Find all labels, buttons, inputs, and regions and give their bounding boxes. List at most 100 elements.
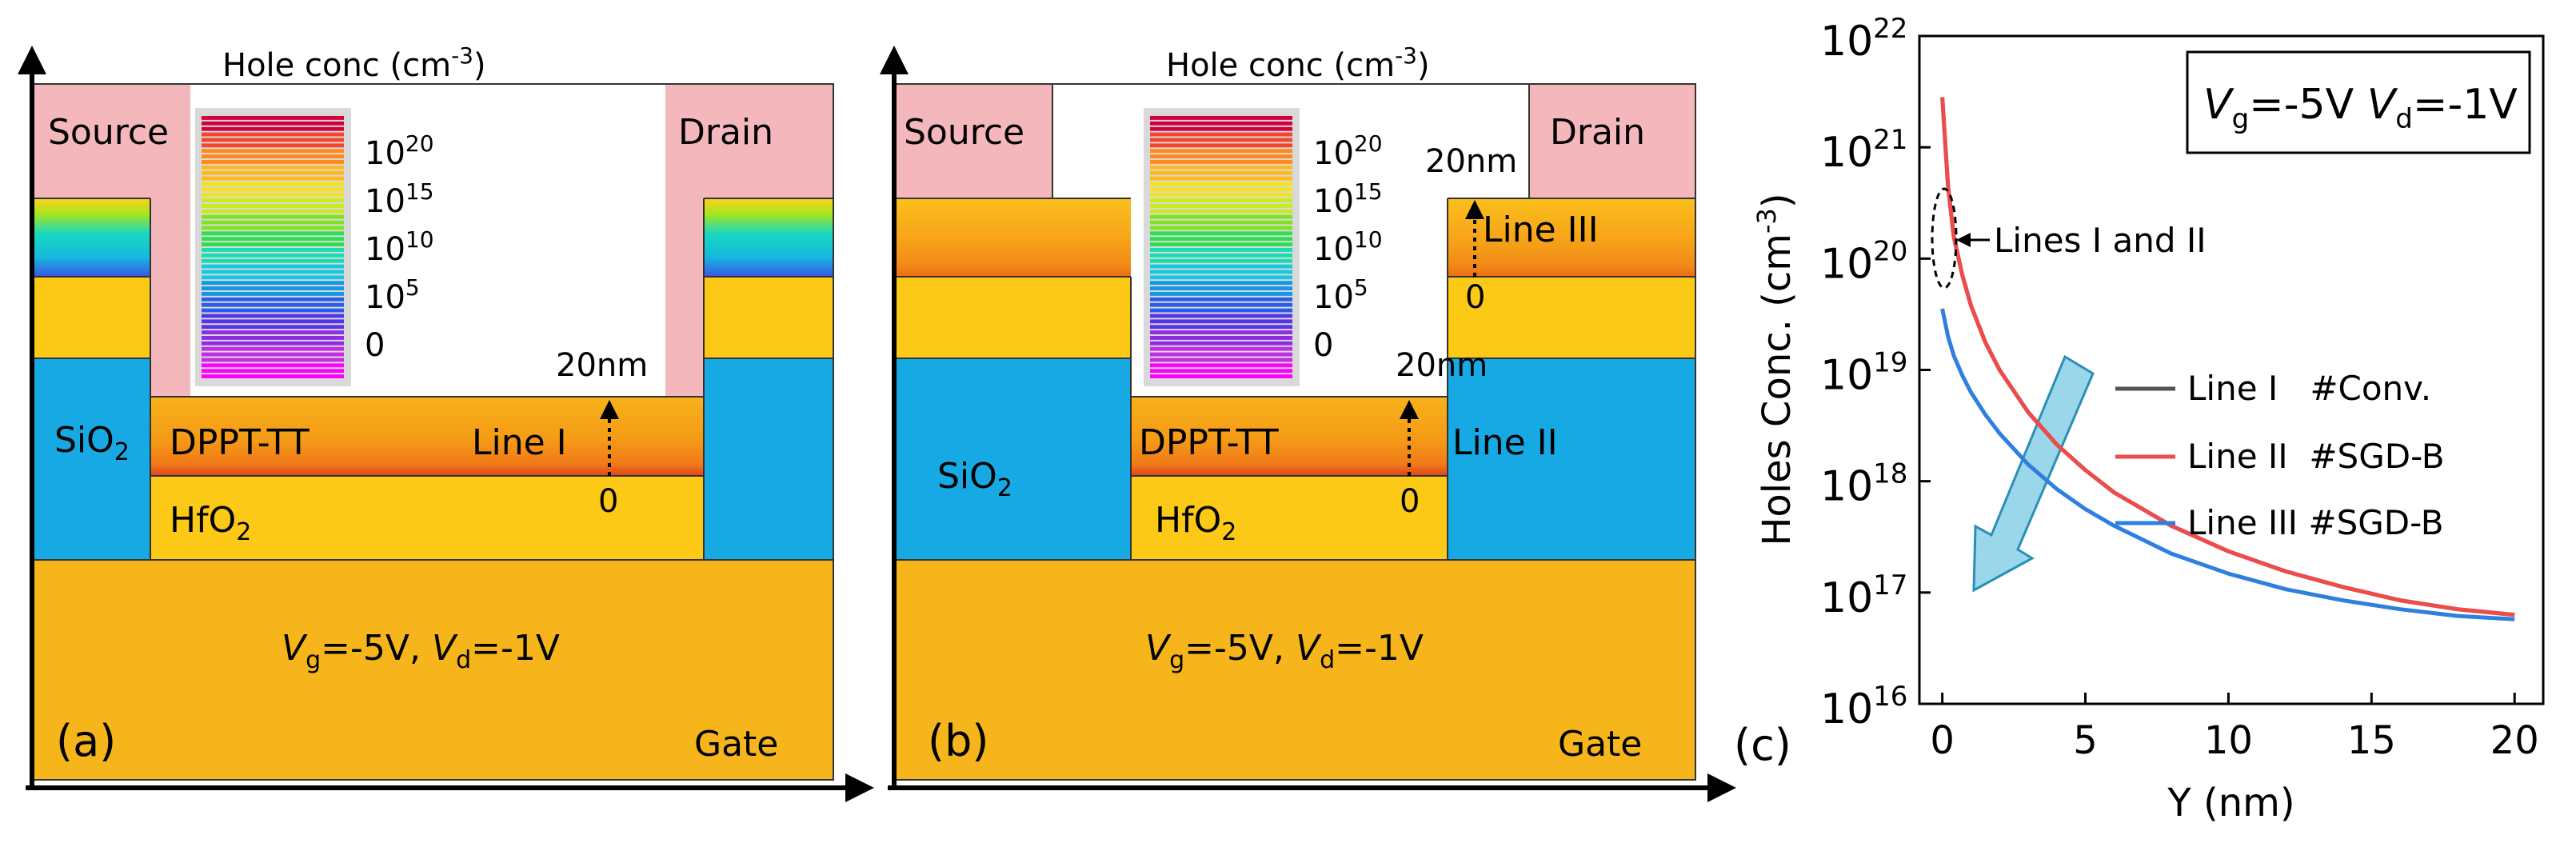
colorbar-a-stripe: [202, 226, 344, 230]
colorbar-a-stripe: [202, 204, 344, 208]
colorbar-b-stripe: [1150, 182, 1292, 186]
stack-left-upper-b: [894, 198, 1131, 277]
line-i-top: 20nm: [556, 347, 648, 384]
colorbar-b-stripe: [1150, 121, 1292, 126]
colorbar-b-stripe: [1150, 374, 1292, 378]
hfo2-label: HfO2: [170, 500, 251, 546]
colorbar-b-stripe: [1150, 253, 1292, 258]
line-iii-label: Line III: [1483, 210, 1599, 250]
colorbar-a-stripe: [202, 121, 344, 126]
colorbar-a-stripe: [202, 258, 344, 263]
colorbar-a-stripe: [202, 346, 344, 351]
colorbar-b-stripe: [1150, 220, 1292, 225]
colorbar-b-stripe: [1150, 132, 1292, 137]
sio2-label-b: SiO2: [937, 456, 1012, 502]
colorbar-a: Hole conc (cm-3) 1020 1015 1010 105 0: [195, 42, 486, 386]
colorbar-b-stripe: [1150, 176, 1292, 181]
x-tick-label: 0: [1930, 718, 1955, 763]
line-ii-top: 20nm: [1396, 347, 1488, 384]
colorbar-a-stripe: [202, 302, 344, 307]
colorbar-b-tick-label: 105: [1313, 274, 1368, 316]
colorbar-b-stripe: [1150, 242, 1292, 246]
y-tick-label: 1021: [1820, 124, 1907, 177]
colorbar-b-stripe: [1150, 281, 1292, 286]
panel-c: 0 5 10 15 20 1022 1021 1020 1019 1018 1017 1016 Lin…: [1734, 13, 2545, 825]
colorbar-a-stripe: [202, 198, 344, 202]
colorbar-b-stripe: [1150, 248, 1292, 252]
colorbar-a-stripe: [202, 126, 344, 131]
sio2-right-b: [1448, 358, 1695, 560]
colorbar-a-stripe: [202, 149, 344, 154]
colorbar-a-stripe: [202, 319, 344, 324]
colorbar-b-stripe: [1150, 330, 1292, 334]
trend-arrow: [1972, 354, 2095, 593]
stack-left-lower: [32, 277, 150, 358]
stack-right-upper-b: [1448, 198, 1695, 277]
colorbar-a-stripe: [202, 209, 344, 214]
colorbar-b-tick-label: 0: [1313, 327, 1333, 364]
colorbar-b-stripe: [1150, 264, 1292, 269]
colorbar-a-stripe: [202, 160, 344, 164]
gate-label: Gate: [694, 724, 778, 765]
colorbar-b-stripe: [1150, 170, 1292, 175]
colorbar-a-stripe: [202, 176, 344, 181]
colorbar-b-stripe: [1150, 209, 1292, 214]
line-ii-label: Line II: [1452, 422, 1558, 463]
colorbar-a-stripe: [202, 143, 344, 148]
stack-left-lower-b: [894, 277, 1131, 358]
colorbar-b-stripe: [1150, 187, 1292, 192]
colorbar-b-stripe: [1150, 214, 1292, 219]
colorbar-a-stripe: [202, 270, 344, 274]
sio2-label: SiO2: [54, 420, 130, 466]
y-tick-label: 1019: [1820, 347, 1907, 400]
colorbar-b-stripe: [1150, 154, 1292, 158]
colorbar-b-stripe: [1150, 237, 1292, 242]
gate-layer: [32, 560, 833, 780]
condition-box: [2186, 50, 2531, 154]
series-line-3: [1940, 308, 2515, 621]
colorbar-a-stripe: [202, 275, 344, 280]
drain-electrode: [665, 84, 833, 397]
colorbar-a-stripe: [202, 325, 344, 330]
colorbar-b-stripe: [1150, 270, 1292, 274]
colorbar-b-stripe: [1150, 308, 1292, 313]
colorbar-a-stripe: [202, 214, 344, 219]
colorbar-a-stripe: [202, 182, 344, 186]
dppt-label-b: DPPT-TT: [1139, 422, 1279, 463]
colorbar-a-stripe: [202, 132, 344, 137]
x-axis-label: Y (nm): [2167, 781, 2294, 825]
colorbar-b-stripe: [1150, 363, 1292, 368]
dppt-channel-b: [1131, 397, 1448, 476]
colorbar-a-tick-label: 105: [365, 274, 420, 316]
colorbar-b-stripe: [1150, 325, 1292, 330]
colorbar-b-tick-label: 1010: [1313, 226, 1383, 268]
panel-b: Source Drain DPPT-TT SiO2 HfO2 Line II L…: [880, 42, 1736, 802]
legend-label: Line II #SGD-B: [2187, 437, 2445, 476]
sio2-left: [32, 358, 150, 560]
colorbar-b-stripe: [1150, 319, 1292, 324]
colorbar-a-stripe: [202, 308, 344, 313]
stack-right-upper: [704, 198, 833, 277]
colorbar-a-stripe: [202, 248, 344, 252]
colorbar-a-stripe: [202, 352, 344, 357]
colorbar-b-stripe: [1150, 258, 1292, 263]
sio2-right: [704, 358, 833, 560]
panel-c-label: (c): [1734, 720, 1791, 770]
colorbar-a-stripe: [202, 237, 344, 242]
panel-a-label: (a): [56, 716, 116, 766]
y-axis-label: Holes Conc. (cm-3): [1751, 193, 1799, 545]
colorbar-b-stripe: [1150, 126, 1292, 131]
colorbar-b-stripe: [1150, 341, 1292, 346]
colorbar-a-stripe: [202, 242, 344, 246]
colorbar-b-stripe: [1150, 149, 1292, 154]
colorbar-a-stripe: [202, 297, 344, 302]
colorbar-a-tick-label: 1010: [365, 226, 434, 268]
x-tick-label: 20: [2490, 718, 2539, 763]
panel-b-label: (b): [928, 716, 988, 766]
gate-label-b: Gate: [1558, 724, 1642, 765]
colorbar-a-stripe: [202, 193, 344, 198]
drain-label: Drain: [678, 112, 773, 153]
hfo2-label-b: HfO2: [1155, 500, 1236, 546]
colorbar-b-stripe: [1150, 116, 1292, 120]
colorbar-a-stripe: [202, 165, 344, 170]
